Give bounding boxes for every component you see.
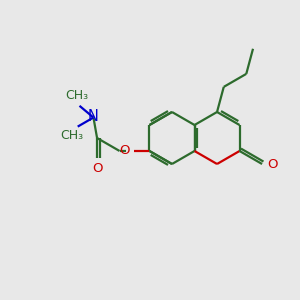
Text: CH₃: CH₃ [60, 129, 83, 142]
Text: O: O [92, 163, 102, 176]
Text: O: O [267, 158, 278, 172]
Text: N: N [88, 109, 99, 124]
Text: CH₃: CH₃ [65, 89, 88, 102]
Text: O: O [119, 145, 130, 158]
